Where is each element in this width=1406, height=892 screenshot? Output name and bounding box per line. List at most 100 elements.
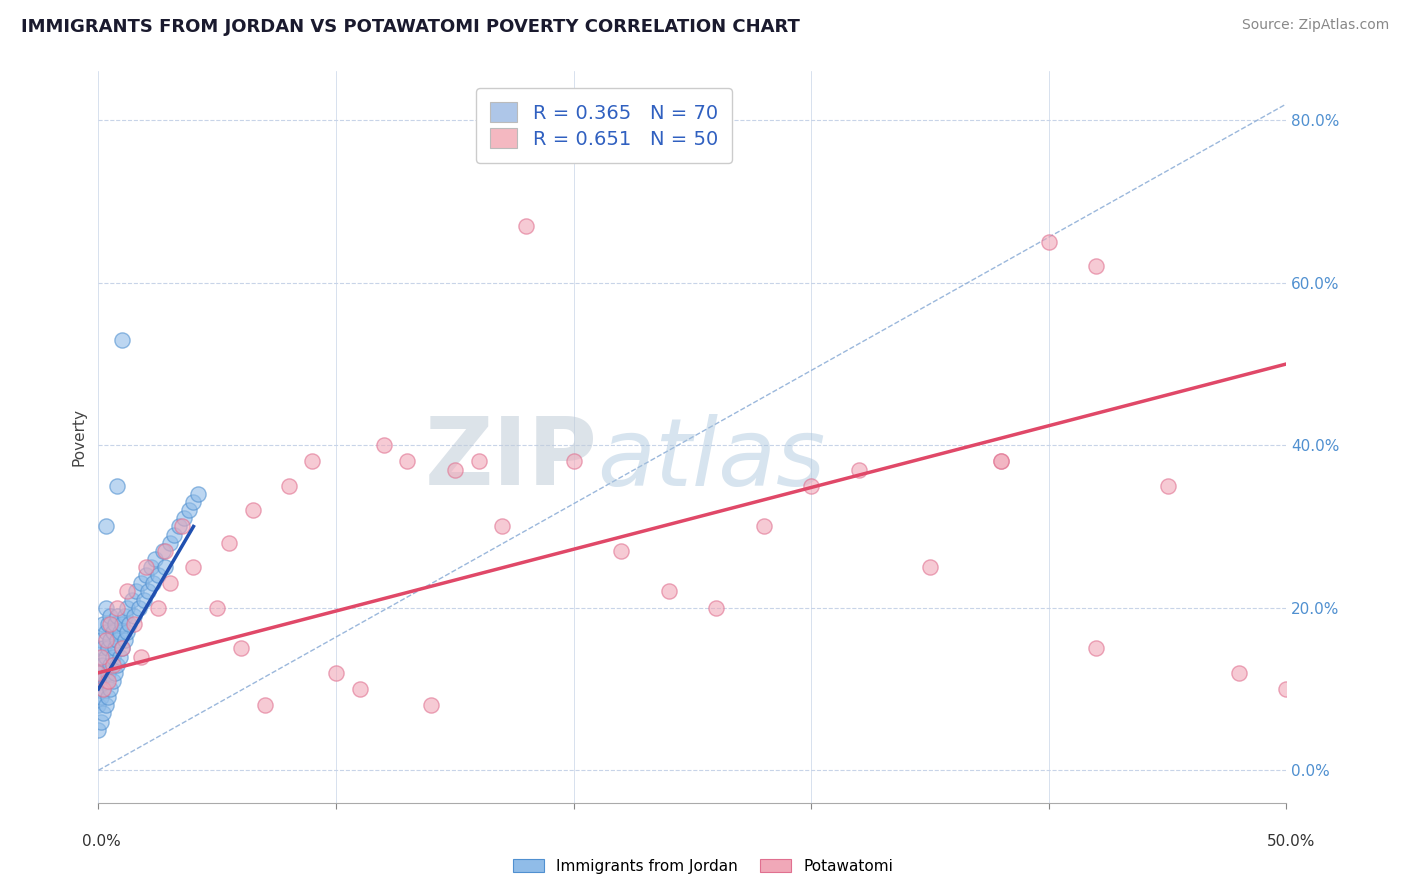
Point xyxy=(97,673,120,688)
Point xyxy=(114,608,136,623)
Point xyxy=(277,479,299,493)
Point xyxy=(121,592,143,607)
Point xyxy=(90,714,112,729)
Point xyxy=(111,617,134,632)
Point xyxy=(94,625,117,640)
Text: Source: ZipAtlas.com: Source: ZipAtlas.com xyxy=(1241,18,1389,32)
Point xyxy=(658,584,681,599)
Point xyxy=(114,633,136,648)
Point xyxy=(98,608,121,623)
Point xyxy=(163,527,186,541)
Point xyxy=(90,673,112,688)
Y-axis label: Poverty: Poverty xyxy=(72,408,87,467)
Point xyxy=(91,641,114,656)
Point xyxy=(146,568,169,582)
Point xyxy=(107,600,129,615)
Text: 0.0%: 0.0% xyxy=(82,834,121,849)
Point xyxy=(242,503,264,517)
Point xyxy=(98,681,121,696)
Point xyxy=(136,584,159,599)
Point xyxy=(98,657,121,672)
Point xyxy=(128,600,150,615)
Point xyxy=(187,487,209,501)
Point xyxy=(107,657,129,672)
Point xyxy=(135,568,157,582)
Point xyxy=(800,479,823,493)
Point xyxy=(152,544,174,558)
Point xyxy=(159,576,181,591)
Point xyxy=(848,462,870,476)
Point xyxy=(145,552,167,566)
Point xyxy=(562,454,585,468)
Point xyxy=(142,576,165,591)
Point xyxy=(1085,260,1108,274)
Point xyxy=(253,698,276,713)
Point xyxy=(90,649,112,664)
Point xyxy=(135,560,157,574)
Point xyxy=(396,454,419,468)
Point xyxy=(183,560,205,574)
Text: ZIP: ZIP xyxy=(425,413,598,505)
Point xyxy=(146,600,169,615)
Point xyxy=(125,584,148,599)
Point xyxy=(108,625,131,640)
Point xyxy=(101,649,124,664)
Point xyxy=(104,665,127,680)
Point xyxy=(132,592,155,607)
Point xyxy=(173,511,195,525)
Point xyxy=(183,495,205,509)
Point xyxy=(990,454,1012,468)
Point xyxy=(159,535,181,549)
Point xyxy=(1038,235,1060,249)
Point xyxy=(107,608,129,623)
Point xyxy=(104,617,127,632)
Point xyxy=(167,519,190,533)
Point xyxy=(467,454,489,468)
Point xyxy=(153,560,176,574)
Point xyxy=(349,681,371,696)
Point xyxy=(107,633,129,648)
Point xyxy=(94,649,117,664)
Point xyxy=(207,600,229,615)
Text: 50.0%: 50.0% xyxy=(1267,834,1315,849)
Point xyxy=(91,681,114,696)
Point xyxy=(115,584,138,599)
Point xyxy=(229,641,252,656)
Point xyxy=(91,706,114,721)
Point xyxy=(91,617,114,632)
Point xyxy=(704,600,727,615)
Point xyxy=(153,544,176,558)
Point xyxy=(325,665,347,680)
Text: atlas: atlas xyxy=(598,414,825,505)
Point xyxy=(129,649,152,664)
Point xyxy=(111,333,134,347)
Point xyxy=(94,698,117,713)
Legend: R = 0.365   N = 70, R = 0.651   N = 50: R = 0.365 N = 70, R = 0.651 N = 50 xyxy=(477,88,731,162)
Point xyxy=(90,633,112,648)
Point xyxy=(87,698,110,713)
Point xyxy=(515,219,537,233)
Point xyxy=(1085,641,1108,656)
Point xyxy=(990,454,1012,468)
Point xyxy=(752,519,775,533)
Point xyxy=(94,633,117,648)
Point xyxy=(94,673,117,688)
Point xyxy=(170,519,193,533)
Point xyxy=(610,544,633,558)
Point xyxy=(87,681,110,696)
Point xyxy=(1275,681,1298,696)
Point xyxy=(129,576,152,591)
Point xyxy=(139,560,162,574)
Point xyxy=(1227,665,1250,680)
Point xyxy=(87,665,110,680)
Point xyxy=(97,690,120,705)
Point xyxy=(122,608,145,623)
Point xyxy=(491,519,513,533)
Point xyxy=(218,535,240,549)
Point xyxy=(98,617,121,632)
Point xyxy=(94,519,117,533)
Point xyxy=(108,649,131,664)
Point xyxy=(98,633,121,648)
Point xyxy=(920,560,942,574)
Point xyxy=(90,690,112,705)
